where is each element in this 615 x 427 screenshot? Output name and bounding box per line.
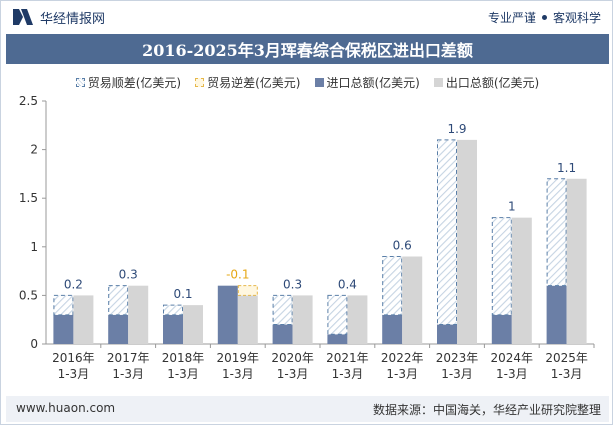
- huajing-logo-icon: [13, 9, 33, 25]
- import-bar: [382, 314, 403, 344]
- x-tick-label-period: 1-3月: [386, 367, 418, 381]
- tagline-right: 客观科学: [552, 11, 601, 25]
- import-bar: [53, 314, 74, 344]
- tagline-separator-icon: [541, 15, 547, 20]
- x-tick-label-period: 1-3月: [222, 367, 254, 381]
- legend-label-export: 出口总额(亿美元): [445, 75, 540, 90]
- x-tick-label-year: 2016年: [52, 351, 95, 365]
- tagline-left: 专业严谨: [487, 11, 536, 25]
- x-tick-label-period: 1-3月: [58, 367, 90, 381]
- x-tick-label-year: 2019年: [217, 351, 260, 365]
- legend-item-deficit: 贸易逆差(亿美元): [195, 72, 301, 92]
- chart-title: 2016-2025年3月珲春综合保税区进出口差额: [142, 41, 473, 60]
- trade-surplus-bar: [546, 178, 567, 287]
- legend-label-import: 进口总额(亿美元): [326, 75, 420, 90]
- legend-item-export: 出口总额(亿美元): [433, 72, 540, 92]
- import-bar: [163, 314, 183, 344]
- import-bar: [217, 285, 238, 344]
- y-tick-label: 0: [30, 337, 38, 351]
- trade-deficit-bar: [237, 285, 258, 296]
- x-tick-label-period: 1-3月: [277, 367, 309, 381]
- trade-surplus-bar: [163, 304, 183, 316]
- data-label: 0.2: [64, 277, 83, 291]
- brand-name: 华经情报网: [40, 11, 106, 27]
- import-bar: [546, 285, 567, 344]
- export-bar: [402, 256, 423, 344]
- export-bar: [292, 295, 313, 344]
- y-tick-label: 2: [30, 143, 38, 157]
- x-tick-label-period: 1-3月: [496, 367, 528, 381]
- trade-surplus-bar: [437, 139, 457, 326]
- trade-surplus-bar: [491, 217, 512, 316]
- export-bar: [457, 139, 477, 344]
- export-bar: [347, 295, 368, 344]
- data-label: 0.3: [119, 268, 138, 282]
- legend-swatch-export: [433, 77, 443, 87]
- export-bar: [237, 295, 258, 344]
- title-bar: 2016-2025年3月珲春综合保税区进出口差额: [6, 34, 609, 64]
- data-label: 1: [508, 200, 516, 214]
- trade-surplus-bar: [108, 285, 129, 316]
- y-tick-label: 0.5: [19, 288, 38, 302]
- data-source: 数据来源：中国海关，华经产业研究院整理: [372, 403, 601, 417]
- x-tick-label-year: 2023年: [436, 351, 479, 365]
- footer: www.huaon.com 数据来源：中国海关，华经产业研究院整理: [6, 396, 609, 422]
- data-label: 0.6: [393, 239, 412, 253]
- legend-swatch-surplus: [75, 77, 85, 87]
- import-bar: [108, 314, 129, 344]
- data-label: -0.1: [226, 268, 249, 282]
- y-tick-label: 1.5: [19, 191, 38, 205]
- trade-surplus-bar: [327, 294, 348, 335]
- import-bar: [437, 324, 457, 344]
- trade-surplus-bar: [382, 256, 403, 316]
- export-bar: [183, 305, 203, 344]
- trade-surplus-bar: [53, 294, 74, 316]
- x-tick-label-year: 2018年: [162, 351, 205, 365]
- import-bar: [327, 334, 348, 344]
- trade-surplus-bar: [272, 294, 293, 326]
- legend: 贸易顺差(亿美元) 贸易逆差(亿美元) 进口总额(亿美元) 出口总额(亿美元): [0, 72, 615, 92]
- x-tick-label-period: 1-3月: [441, 367, 473, 381]
- y-tick-label: 2.5: [19, 94, 38, 108]
- header-bar: 华经情报网 专业严谨 客观科学: [0, 0, 615, 34]
- import-bar: [272, 324, 293, 344]
- export-bar: [511, 217, 532, 344]
- x-tick-label-period: 1-3月: [167, 367, 199, 381]
- data-label: 0.4: [338, 277, 357, 291]
- y-tick-label: 1: [30, 240, 38, 254]
- x-tick-label-year: 2021年: [326, 351, 369, 365]
- tagline: 专业严谨 客观科学: [488, 9, 601, 26]
- legend-swatch-import: [314, 77, 324, 87]
- export-bar: [128, 285, 149, 344]
- brand: 华经情报网: [12, 7, 105, 27]
- data-label: 0.1: [173, 287, 192, 301]
- x-tick-label-year: 2020年: [271, 351, 314, 365]
- x-tick-label-year: 2025年: [545, 351, 588, 365]
- x-tick-label-period: 1-3月: [332, 367, 364, 381]
- x-tick-label-year: 2017年: [107, 351, 150, 365]
- x-tick-label-period: 1-3月: [551, 367, 583, 381]
- legend-item-import: 进口总额(亿美元): [314, 72, 420, 92]
- export-bar: [73, 295, 94, 344]
- legend-label-deficit: 贸易逆差(亿美元): [207, 75, 301, 90]
- import-bar: [491, 314, 512, 344]
- data-label: 1.9: [447, 122, 466, 136]
- data-label: 0.3: [283, 277, 302, 291]
- x-tick-label-period: 1-3月: [112, 367, 144, 381]
- export-bar: [566, 178, 587, 344]
- legend-swatch-deficit: [195, 77, 205, 87]
- legend-label-surplus: 贸易顺差(亿美元): [87, 75, 182, 90]
- x-tick-label-year: 2022年: [381, 351, 424, 365]
- x-tick-label-year: 2024年: [491, 351, 534, 365]
- website-link[interactable]: www.huaon.com: [16, 401, 116, 415]
- legend-item-surplus: 贸易顺差(亿美元): [75, 72, 182, 92]
- data-label: 1.1: [557, 161, 576, 175]
